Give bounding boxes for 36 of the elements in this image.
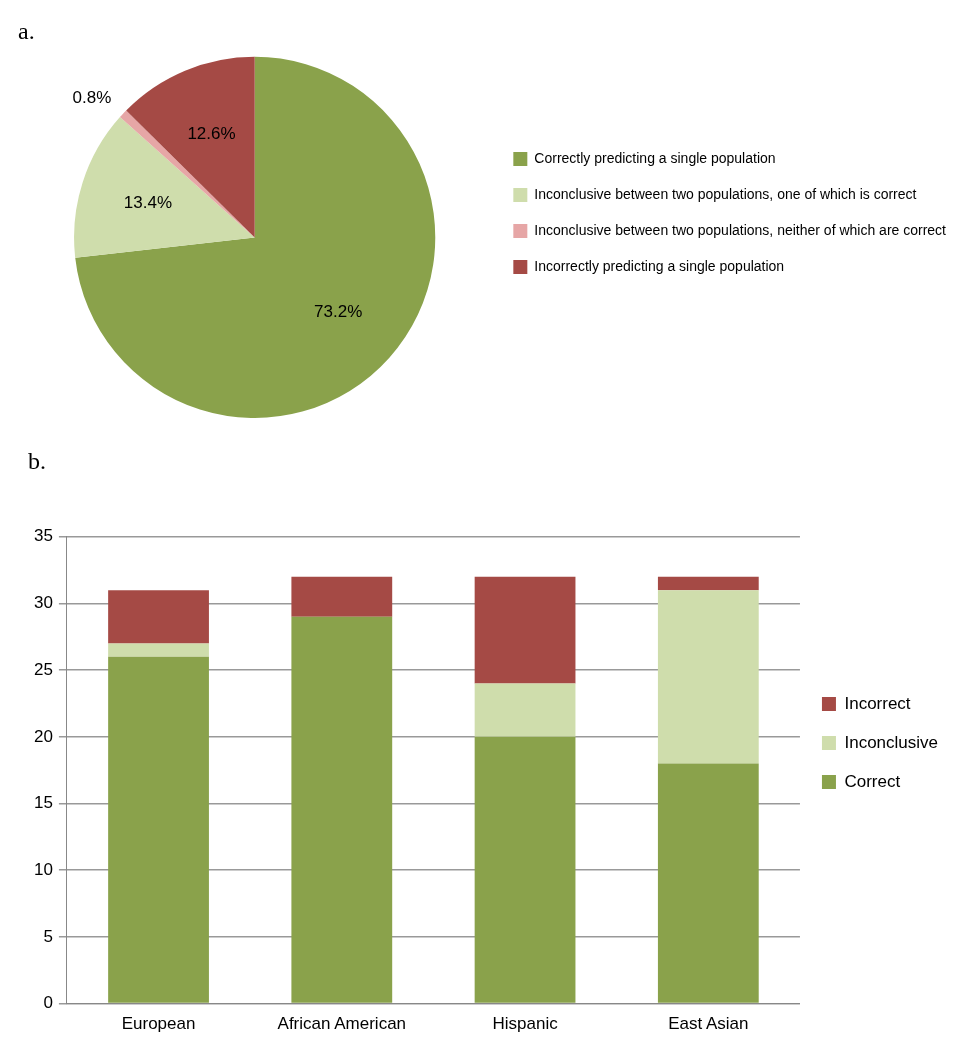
bar [657,590,759,764]
y-tick-label: 5 [43,926,53,946]
legend-label: Inconclusive between two populations, one of which is correct [534,185,917,202]
x-tick-label: Hispanic [492,1014,559,1034]
y-tick-label: 35 [33,526,53,546]
bar [291,616,393,1003]
x-tick-label: African American [277,1014,407,1034]
bar [474,736,576,1003]
bar [108,590,209,644]
bar [474,576,576,684]
legend-label: Incorrect [844,693,911,713]
data-label: 13.4% [123,193,173,213]
legend-label: Correctly predicting a single population [534,149,776,166]
legend-label: Correct [844,771,901,791]
data-label: 12.6% [187,123,236,143]
bar [474,683,576,737]
chart-title: a. [18,17,35,44]
bar [657,763,759,1003]
y-tick-label: 25 [33,659,53,679]
x-tick-label: European [121,1014,196,1034]
bar [657,576,759,591]
data-label: 0.8% [72,88,112,108]
data-label: 73.2% [314,301,363,321]
y-tick-label: 0 [43,993,53,1013]
chart-title: b. [28,447,46,474]
legend-label: Incorrectly predicting a single population [534,257,785,274]
x-tick-label: East Asian [668,1014,749,1034]
bar [108,656,209,1003]
bar [108,643,209,657]
y-tick-label: 20 [33,726,53,746]
legend-label: Inconclusive between two populations, neither of which are correct [534,221,947,238]
y-tick-label: 10 [33,859,53,879]
y-tick-label: 15 [33,793,53,813]
legend-label: Inconclusive [844,732,939,752]
bar [291,576,393,617]
y-tick-label: 30 [33,593,53,613]
